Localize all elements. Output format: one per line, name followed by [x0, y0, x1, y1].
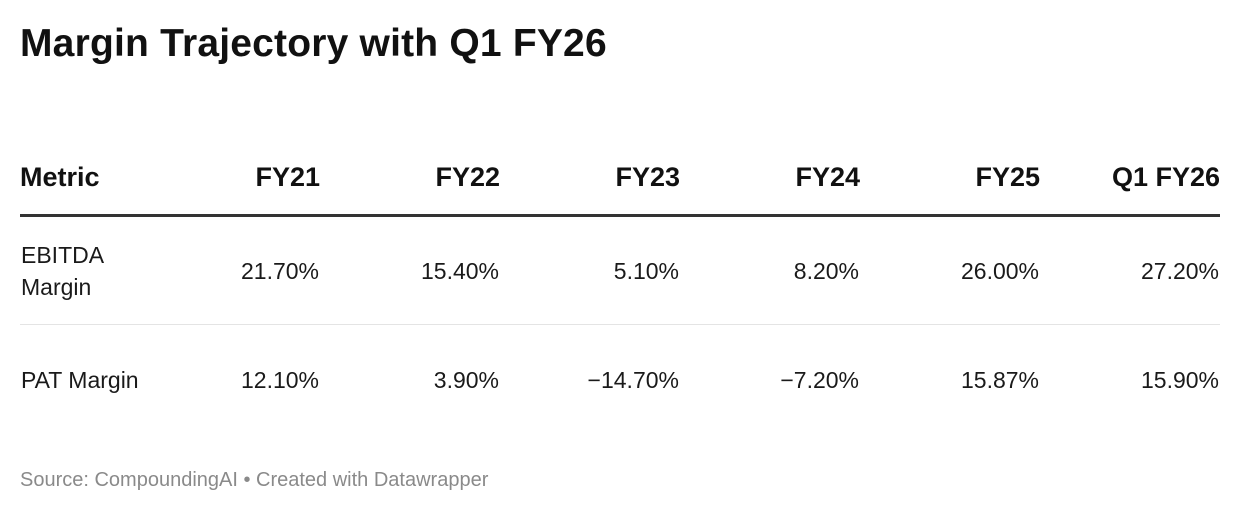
table-cell: 8.20%: [680, 215, 860, 325]
column-header-fy23: FY23: [500, 122, 680, 217]
row-label: PAT Margin: [21, 366, 139, 393]
column-header-fy24: FY24: [680, 122, 860, 217]
column-header-q1-fy26: Q1 FY26: [1040, 122, 1220, 217]
column-header-fy22: FY22: [320, 122, 500, 217]
column-header-fy21: FY21: [140, 122, 320, 217]
source-note: Source: CompoundingAI • Created with Dat…: [20, 469, 489, 491]
chart-title: Margin Trajectory with Q1 FY26: [20, 22, 607, 65]
table-cell: 27.20%: [1040, 215, 1220, 325]
table-cell: 15.40%: [320, 215, 500, 325]
table-cell: 15.87%: [960, 366, 1039, 393]
table-row-ebitda-margin: EBITDA Margin 21.70% 15.40% 5.10% 8.20% …: [20, 215, 1220, 325]
header-row: Metric FY21 FY22 FY23 FY24 FY25 Q1 FY26: [20, 122, 1220, 217]
row-label: EBITDA Margin: [20, 215, 140, 325]
table-cell: 3.90%: [433, 366, 499, 393]
table-cell: 26.00%: [860, 215, 1040, 325]
table-row-pat-margin: PAT Margin 12.10% 3.90% −14.70% −7.20% 1…: [20, 325, 1220, 435]
column-header-metric: Metric: [20, 122, 140, 217]
table-cell: −14.70%: [587, 366, 679, 393]
column-header-fy25: FY25: [860, 122, 1040, 217]
table-cell: 12.10%: [240, 366, 319, 393]
margin-table: Metric FY21 FY22 FY23 FY24 FY25 Q1 FY26 …: [20, 122, 1220, 434]
table-cell: −7.20%: [780, 366, 859, 393]
table-cell: 21.70%: [140, 215, 320, 325]
table-cell: 15.90%: [1140, 366, 1219, 393]
table-cell: 5.10%: [500, 215, 680, 325]
